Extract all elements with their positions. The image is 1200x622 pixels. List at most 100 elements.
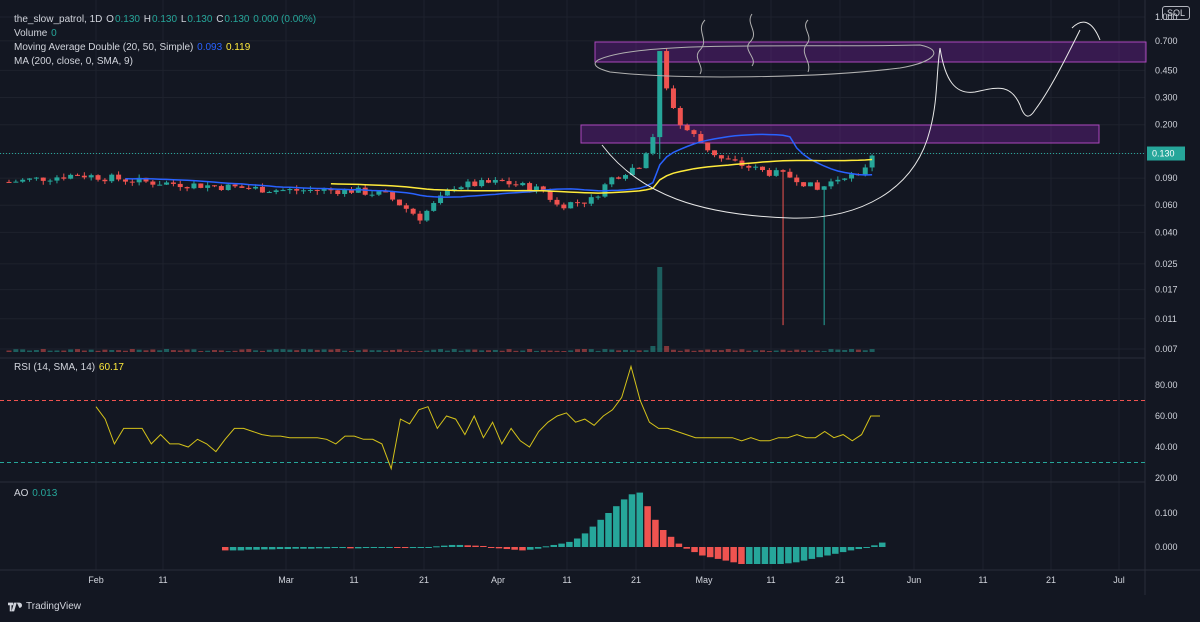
volume-bar	[184, 349, 190, 352]
close-label: C	[216, 14, 224, 25]
price-tick-label: 0.017	[1155, 285, 1178, 295]
volume-bar	[287, 349, 293, 352]
ao-bar	[472, 545, 479, 547]
volume-bar	[547, 350, 553, 352]
ao-bar	[308, 547, 315, 549]
currency-badge[interactable]: SOL	[1161, 6, 1190, 20]
candle-body	[814, 182, 820, 190]
candle-body	[732, 159, 738, 161]
volume-bar	[486, 350, 491, 352]
ao-bar	[253, 547, 260, 550]
ao-bar	[800, 547, 808, 561]
volume-bar	[561, 350, 567, 352]
candle-body	[801, 182, 807, 187]
ao-bar	[746, 547, 753, 564]
legend-ma-double-row[interactable]: Moving Average Double (20, 50, Simple) 0…	[14, 42, 251, 53]
candle-body	[499, 179, 505, 182]
candle-body	[109, 174, 115, 182]
price-tick-label: 0.450	[1155, 65, 1178, 75]
volume-bar	[212, 350, 217, 352]
candle-body	[540, 186, 546, 191]
volume-bar	[68, 349, 74, 352]
volume-bar	[828, 349, 834, 352]
candle-body	[47, 180, 53, 182]
candle-body	[280, 190, 286, 192]
ao-bar	[511, 547, 518, 550]
candle-body	[417, 213, 423, 221]
legend-ao-row[interactable]: AO 0.013	[14, 488, 58, 499]
volume-bar	[581, 349, 587, 352]
candle-body	[595, 196, 601, 198]
ao-bar	[261, 547, 268, 550]
ao-label: AO	[14, 488, 29, 499]
time-tick-label: Jun	[907, 575, 922, 585]
ao-bar	[480, 545, 487, 547]
price-tick-label: 0.011	[1155, 314, 1177, 324]
ao-bar	[847, 547, 855, 551]
volume-bar	[150, 349, 156, 352]
candle-body	[712, 150, 718, 156]
volume-bar	[431, 349, 437, 352]
volume-bar	[157, 350, 163, 352]
candle-body	[581, 202, 587, 204]
ao-bar	[589, 526, 597, 547]
ao-bar	[315, 547, 323, 549]
resistance-zone-lower[interactable]	[580, 124, 1100, 144]
grid-lines	[0, 0, 1145, 570]
candle-body	[424, 210, 430, 221]
candle-body	[677, 107, 683, 126]
candle-body	[170, 182, 176, 184]
volume-bar	[143, 350, 149, 352]
rsi-tick-label: 60.00	[1155, 411, 1178, 421]
resistance-zone-upper[interactable]	[594, 41, 1147, 63]
legend-volume-row[interactable]: Volume 0	[14, 28, 58, 39]
candle-body	[184, 187, 190, 189]
symbol-name[interactable]: the_slow_patrol, 1D	[14, 14, 103, 25]
ma50-line[interactable]	[330, 158, 873, 194]
volume-bar	[766, 350, 772, 352]
ma20-line[interactable]	[125, 133, 873, 198]
candle-body	[136, 177, 142, 183]
rsi-line[interactable]	[95, 364, 880, 471]
volume-bar	[225, 350, 231, 352]
volume-bar	[725, 349, 731, 352]
ao-bar	[613, 506, 620, 547]
volume-bar	[492, 349, 498, 352]
ao-bar	[722, 547, 730, 561]
volume-bar	[705, 349, 711, 352]
volume-bar	[328, 349, 334, 352]
volume-bar	[862, 350, 868, 352]
volume-value: 0	[51, 28, 57, 39]
candle-body	[212, 185, 217, 187]
time-tick-label: Feb	[88, 575, 104, 585]
legend-ma200-row[interactable]: MA (200, close, 0, SMA, 9)	[14, 56, 134, 67]
ao-bar	[675, 543, 683, 547]
candle-body	[342, 189, 348, 195]
candle-body	[698, 134, 704, 143]
ao-bar	[558, 543, 565, 547]
close-value: 0.130	[224, 14, 250, 25]
candle-body	[259, 186, 265, 193]
time-axis[interactable]: Feb 11 Mar 11 21 Apr 11 21 May 11 21 Jun 11 21 Jul	[88, 575, 1125, 585]
hand-drawn-annotations[interactable]	[594, 13, 1101, 219]
candle-body	[383, 191, 389, 193]
volume-bar	[472, 349, 478, 352]
candle-body	[444, 189, 450, 196]
candle-body	[451, 189, 457, 191]
ao-bar	[237, 547, 245, 551]
volume-bar	[787, 350, 793, 352]
time-tick-label: 11	[766, 575, 775, 585]
volume-bar	[451, 349, 457, 352]
price-axis[interactable]: 1.000 0.700 0.450 0.300 0.200 0.130 0.090 0.060…	[1155, 12, 1178, 552]
volume-bar	[403, 350, 409, 352]
volume-bar	[246, 349, 252, 352]
volume-bar	[595, 350, 601, 352]
volume-bar	[198, 350, 204, 352]
time-tick-label: 11	[978, 575, 987, 585]
volume-bar	[136, 349, 142, 352]
candle-body	[225, 184, 231, 191]
tradingview-logo[interactable]: TradingView	[8, 601, 81, 612]
legend-rsi-row[interactable]: RSI (14, SMA, 14) 60.17	[14, 362, 125, 373]
time-tick-label: 11	[158, 575, 167, 585]
